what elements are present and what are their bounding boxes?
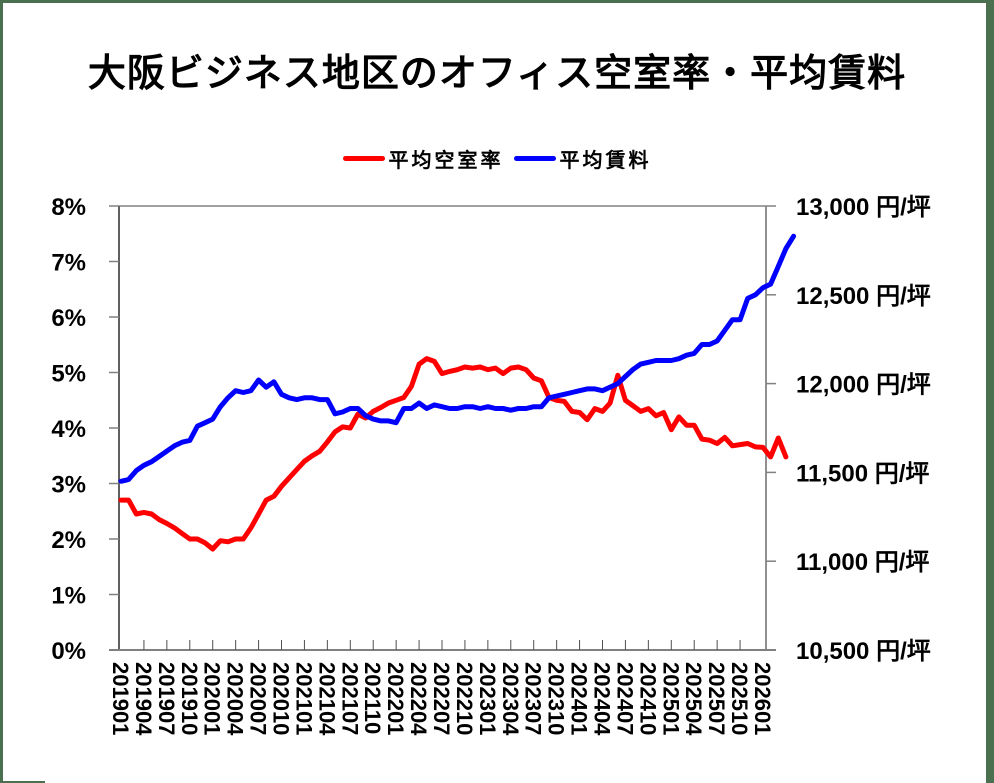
x-tick-label: 202501 — [658, 662, 683, 735]
x-tick-label: 202010 — [269, 662, 294, 735]
x-tick-label: 202504 — [681, 662, 706, 736]
y-left-tick-label: 5% — [51, 361, 86, 388]
x-tick-label: 202410 — [635, 662, 660, 735]
right-y-axis-labels: 10,500 円/坪 11,000 円/坪 11,500 円/坪 12,000 円/坪… — [796, 194, 931, 665]
y-right-tick-label: 11,000 円/坪 — [796, 549, 929, 576]
frame-bottom-border — [0, 781, 45, 783]
chart-axes — [109, 205, 776, 651]
chart-legend: 平均空室率 平均賃料 — [0, 144, 994, 173]
x-tick-label: 202307 — [521, 662, 546, 735]
x-tick-label: 202007 — [246, 662, 271, 735]
legend-label-rent: 平均賃料 — [559, 148, 652, 172]
x-tick-label: 202004 — [223, 662, 248, 736]
x-tick-label: 201907 — [154, 662, 179, 735]
x-tick-label: 202201 — [383, 662, 408, 735]
y-right-tick-label: 12,500 円/坪 — [796, 283, 931, 310]
legend-label-vacancy: 平均空室率 — [388, 148, 504, 172]
x-tick-label: 202507 — [704, 662, 729, 735]
x-tick-label: 202310 — [544, 662, 569, 735]
y-left-tick-label: 7% — [51, 250, 86, 277]
x-axis-labels: 2019012019042019072019102020012020042020… — [108, 662, 775, 736]
legend-item-rent: 平均賃料 — [513, 144, 652, 173]
x-tick-label: 202407 — [612, 662, 637, 735]
x-tick-label: 202101 — [291, 662, 316, 735]
y-right-tick-label: 10,500 円/坪 — [796, 638, 931, 665]
vacancy-rate-line — [118, 356, 789, 552]
frame-right-border — [986, 0, 994, 783]
red-line-icon — [342, 156, 385, 161]
x-tick-label: 202510 — [727, 662, 752, 735]
blue-line-icon — [513, 156, 556, 161]
y-right-tick-label: 11,500 円/坪 — [796, 460, 929, 487]
x-tick-label: 202401 — [567, 662, 592, 735]
x-tick-label: 202001 — [200, 662, 225, 735]
x-tick-label: 202104 — [314, 662, 339, 736]
average-rent-line — [118, 233, 797, 484]
legend-item-vacancy: 平均空室率 — [342, 144, 504, 173]
x-tick-label: 202204 — [406, 662, 431, 736]
data-series — [118, 233, 797, 552]
x-tick-label: 202207 — [429, 662, 454, 735]
x-tick-label: 201910 — [177, 662, 202, 735]
x-tick-label: 202404 — [590, 662, 615, 736]
chart-title: 大阪ビジネス地区のオフィス空室率・平均賃料 — [87, 51, 907, 95]
x-tick-label: 201904 — [131, 662, 156, 736]
y-left-tick-label: 1% — [51, 583, 86, 610]
y-right-tick-label: 12,000 円/坪 — [796, 372, 931, 399]
x-tick-label: 202107 — [337, 662, 362, 735]
x-tick-label: 202301 — [475, 662, 500, 735]
y-left-tick-label: 8% — [51, 194, 86, 221]
x-tick-label: 202601 — [750, 662, 775, 735]
y-right-tick-label: 13,000 円/坪 — [796, 194, 931, 221]
frame-top-border — [0, 0, 994, 3]
y-left-tick-label: 6% — [51, 305, 86, 332]
x-tick-label: 202110 — [360, 662, 385, 734]
left-y-axis-labels: 0% 1% 2% 3% 4% 5% 6% 7% 8% — [51, 194, 86, 665]
x-tick-label: 201901 — [108, 662, 133, 735]
frame-left-border — [0, 0, 3, 783]
y-left-tick-label: 2% — [51, 527, 86, 554]
y-left-tick-label: 3% — [51, 472, 86, 499]
y-left-tick-label: 4% — [51, 416, 86, 443]
x-tick-label: 202304 — [498, 662, 523, 736]
y-left-tick-label: 0% — [51, 638, 86, 665]
x-tick-label: 202210 — [452, 662, 477, 735]
